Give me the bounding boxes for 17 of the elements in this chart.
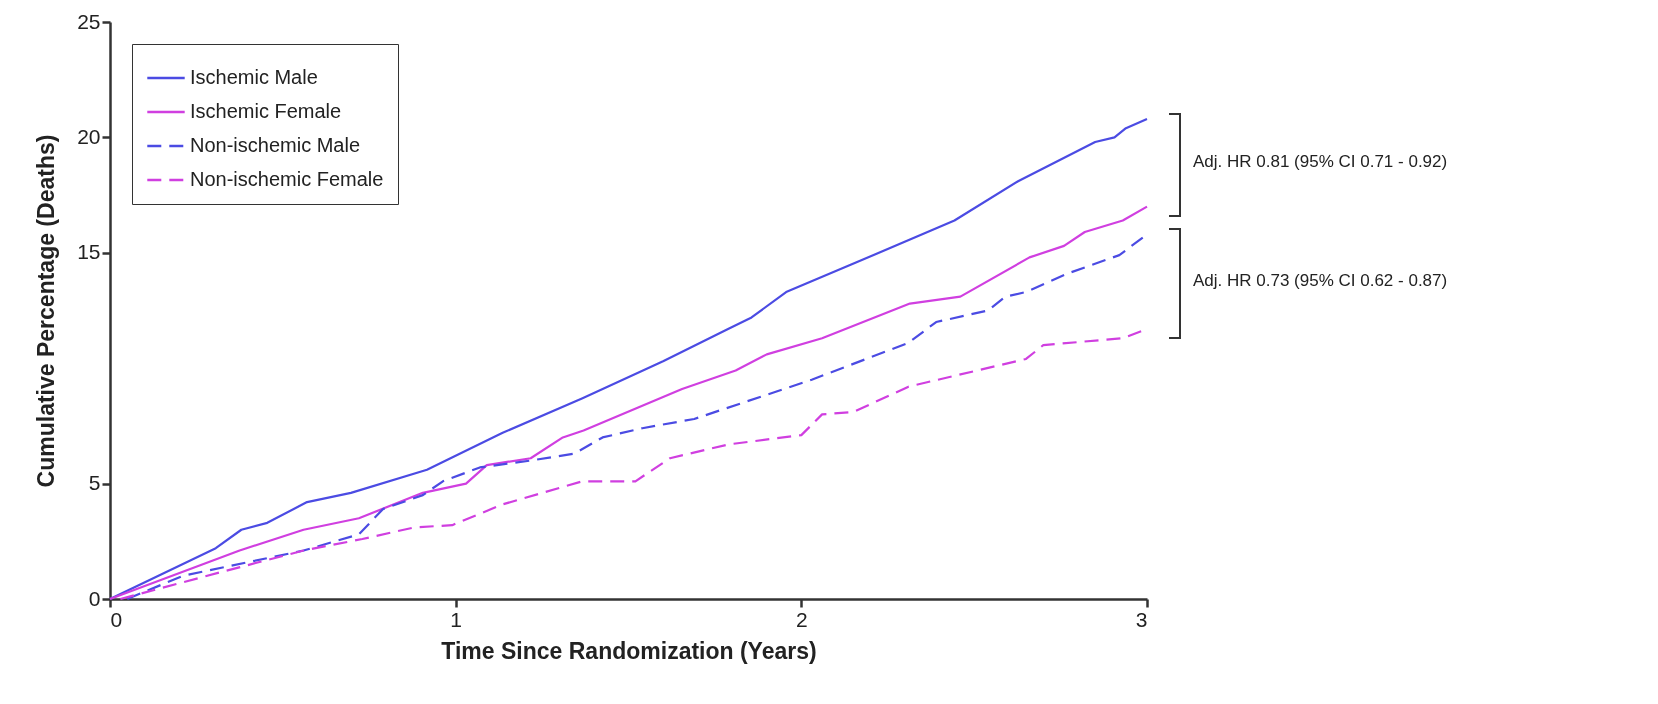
y-tick-label: 15 [77, 240, 101, 264]
x-tick-label: 3 [1135, 607, 1148, 631]
legend-label: Ischemic Female [190, 100, 342, 122]
y-axis-title: Cumulative Percentage (Deaths) [33, 134, 60, 488]
y-tick-label: 20 [77, 124, 101, 148]
legend-label: Non-ischemic Male [190, 134, 361, 156]
x-axis-title: Time Since Randomization (Years) [441, 637, 817, 664]
x-tick-label: 1 [450, 607, 463, 631]
y-tick-label: 0 [88, 586, 101, 610]
x-tick-label: 2 [795, 607, 808, 631]
y-tick-label: 25 [77, 9, 101, 33]
legend-label: Non-ischemic Female [190, 168, 384, 190]
legend-label: Ischemic Male [190, 66, 318, 88]
text: Adj. HR 0.81 (95% CI 0.71 - 0.92) [1193, 151, 1448, 172]
x-tick-label: 0 [110, 607, 123, 631]
text: Adj. HR 0.73 (95% CI 0.62 - 0.87) [1193, 270, 1448, 291]
y-tick-label: 5 [88, 471, 101, 495]
